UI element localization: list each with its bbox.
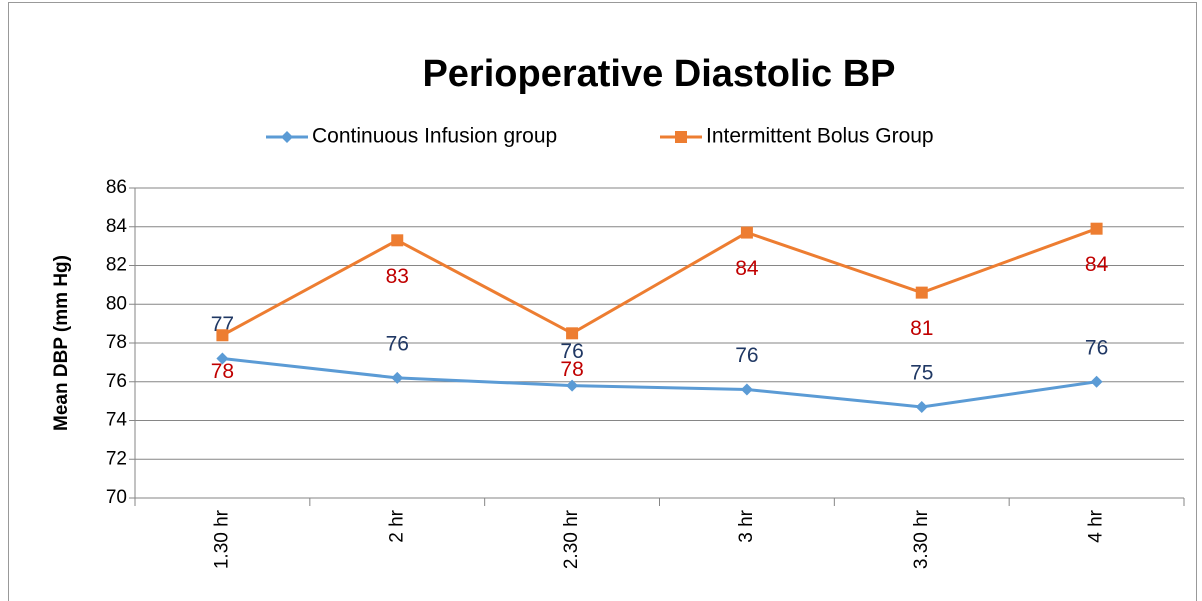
marker	[915, 400, 928, 413]
marker	[1090, 375, 1103, 388]
data-label: 81	[910, 317, 933, 340]
legend-label: Intermittent Bolus Group	[706, 125, 934, 148]
marker	[1090, 222, 1103, 235]
y-tick-label: 74	[106, 410, 128, 431]
data-label: 83	[386, 265, 409, 288]
data-label: 78	[211, 360, 234, 383]
marker	[915, 286, 928, 299]
x-tick-label: 1.30 hr	[211, 509, 232, 569]
y-tick-label: 78	[106, 332, 127, 353]
series-line	[221, 227, 1098, 337]
data-label: 76	[1085, 336, 1108, 359]
data-label: 76	[735, 344, 758, 367]
data-label: 75	[910, 361, 933, 384]
data-label: 78	[560, 358, 583, 381]
legend-label: Continuous Infusion group	[312, 125, 557, 148]
marker	[740, 226, 753, 239]
marker	[675, 131, 687, 143]
y-axis-label: Mean DBP (mm Hg)	[51, 255, 72, 431]
marker	[740, 383, 753, 396]
data-label: 76	[560, 340, 583, 363]
marker	[566, 327, 579, 340]
marker	[566, 379, 579, 392]
y-tick-label: 80	[106, 293, 127, 314]
data-label: 84	[1085, 253, 1109, 276]
marker	[391, 371, 404, 384]
chart-title: Perioperative Diastolic BP	[422, 53, 895, 95]
marker	[391, 234, 404, 247]
data-label: 84	[735, 257, 759, 280]
data-label: 76	[386, 332, 409, 355]
chart-border	[8, 2, 1197, 601]
marker	[216, 329, 229, 342]
x-tick-label: 2 hr	[386, 509, 407, 542]
y-tick-label: 84	[106, 216, 128, 237]
marker	[281, 131, 293, 143]
x-tick-label: 3 hr	[736, 509, 757, 542]
x-tick-label: 3.30 hr	[911, 509, 932, 569]
y-tick-label: 86	[106, 177, 127, 198]
x-tick-label: 2.30 hr	[561, 509, 582, 569]
y-tick-label: 76	[106, 371, 127, 392]
x-tick-label: 4 hr	[1086, 509, 1107, 542]
y-tick-label: 70	[106, 487, 127, 508]
y-tick-label: 82	[106, 255, 127, 276]
marker	[216, 352, 229, 365]
y-tick-label: 72	[106, 448, 127, 469]
series-line	[222, 357, 1097, 409]
